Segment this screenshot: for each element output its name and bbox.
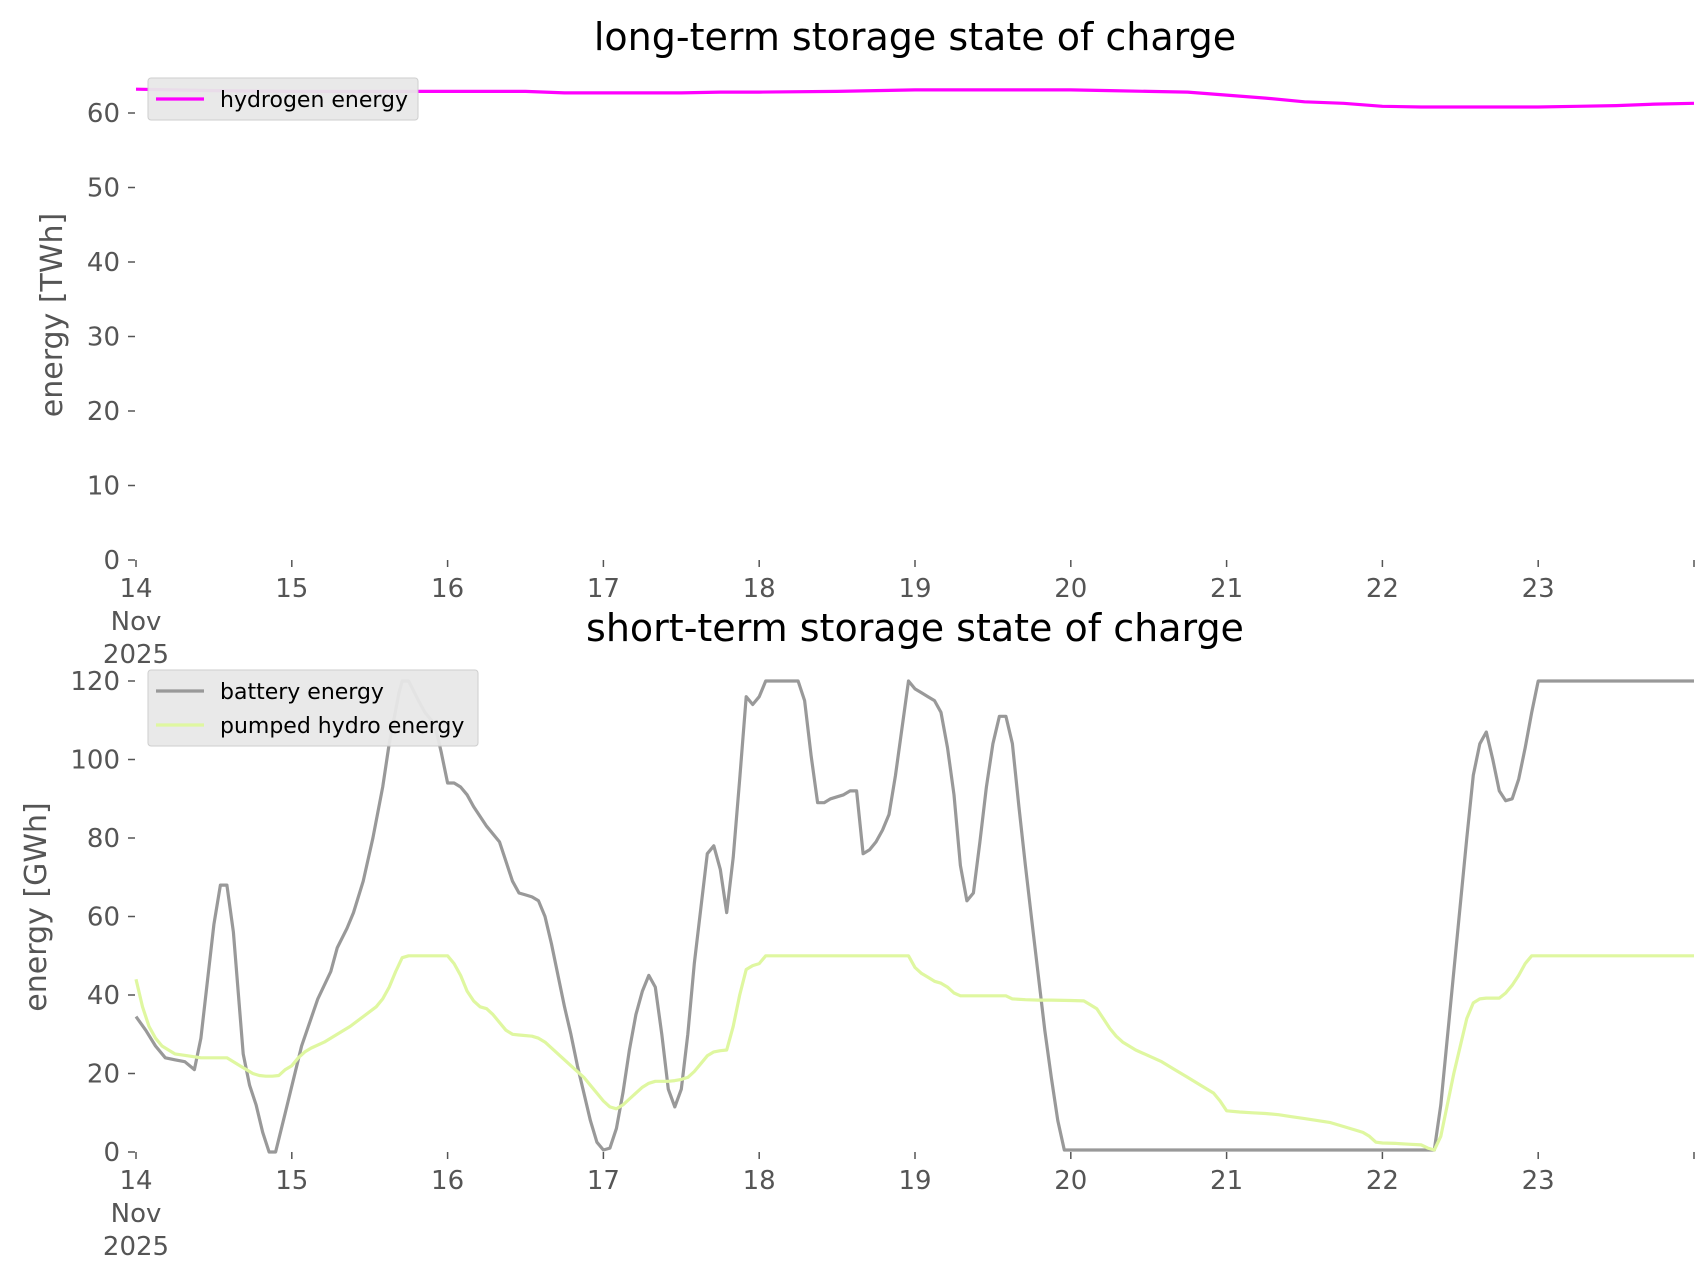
legend: hydrogen energy (147, 77, 419, 121)
x-tick-label: 20 (1054, 574, 1087, 604)
y-tick-label: 50 (87, 174, 120, 204)
x-tick-label: Nov (111, 607, 162, 637)
series-line-battery-energy (134, 679, 1694, 1154)
y-tick-label: 40 (87, 248, 120, 278)
legend-box (147, 77, 419, 121)
x-tick-label: 21 (1210, 1166, 1243, 1196)
x-tick-label: 23 (1522, 1166, 1555, 1196)
x-tick-label: 22 (1366, 1166, 1399, 1196)
x-tick-label: 15 (275, 1166, 308, 1196)
y-tick-label: 10 (87, 472, 120, 502)
chart-title-long-term: long-term storage state of charge (594, 15, 1236, 59)
y-tick-label: 0 (103, 1138, 120, 1168)
y-tick-label: 40 (87, 981, 120, 1011)
legend-box (147, 669, 479, 747)
x-tick-label: 17 (587, 1166, 620, 1196)
x-tick-label: 21 (1210, 574, 1243, 604)
y-tick-label: 100 (70, 746, 120, 776)
x-tick-label: 16 (431, 574, 464, 604)
legend: battery energy pumped hydro energy (147, 669, 479, 747)
x-tick-label: 22 (1366, 574, 1399, 604)
y-tick-label: 60 (87, 903, 120, 933)
x-tick-label: 14 (119, 574, 152, 604)
x-tick-label: 18 (743, 574, 776, 604)
x-tick-label: 18 (743, 1166, 776, 1196)
x-tick-label: 14 (119, 1166, 152, 1196)
y-tick-label: 80 (87, 824, 120, 854)
y-tick-label: 20 (87, 1060, 120, 1090)
x-tick-label: 15 (275, 574, 308, 604)
y-tick-label: 20 (87, 397, 120, 427)
legend-label: pumped hydro energy (220, 714, 464, 739)
series-line-hydrogen-energy (135, 87, 1695, 109)
x-tick-label: 20 (1054, 1166, 1087, 1196)
series-line-pumped-hydro-energy (134, 954, 1694, 1152)
y-axis-label-long-term: energy [TWh] (35, 213, 70, 417)
x-tick-label: 16 (431, 1166, 464, 1196)
x-tick-label: 17 (587, 574, 620, 604)
x-tick-label: 23 (1522, 574, 1555, 604)
y-tick-label: 0 (103, 546, 120, 576)
y-tick-label: 120 (70, 667, 120, 697)
x-tick-label: 19 (898, 574, 931, 604)
legend-label: battery energy (220, 680, 384, 705)
legend-label: hydrogen energy (220, 88, 408, 113)
x-tick-label: 19 (898, 1166, 931, 1196)
y-tick-label: 60 (87, 99, 120, 129)
chart-title-short-term: short-term storage state of charge (586, 606, 1244, 650)
x-tick-label: 2025 (103, 640, 169, 670)
y-axis-label-short-term: energy [GWh] (19, 802, 54, 1011)
x-tick-label: 2025 (103, 1232, 169, 1262)
y-tick-label: 30 (87, 323, 120, 353)
x-tick-label: Nov (111, 1199, 162, 1229)
